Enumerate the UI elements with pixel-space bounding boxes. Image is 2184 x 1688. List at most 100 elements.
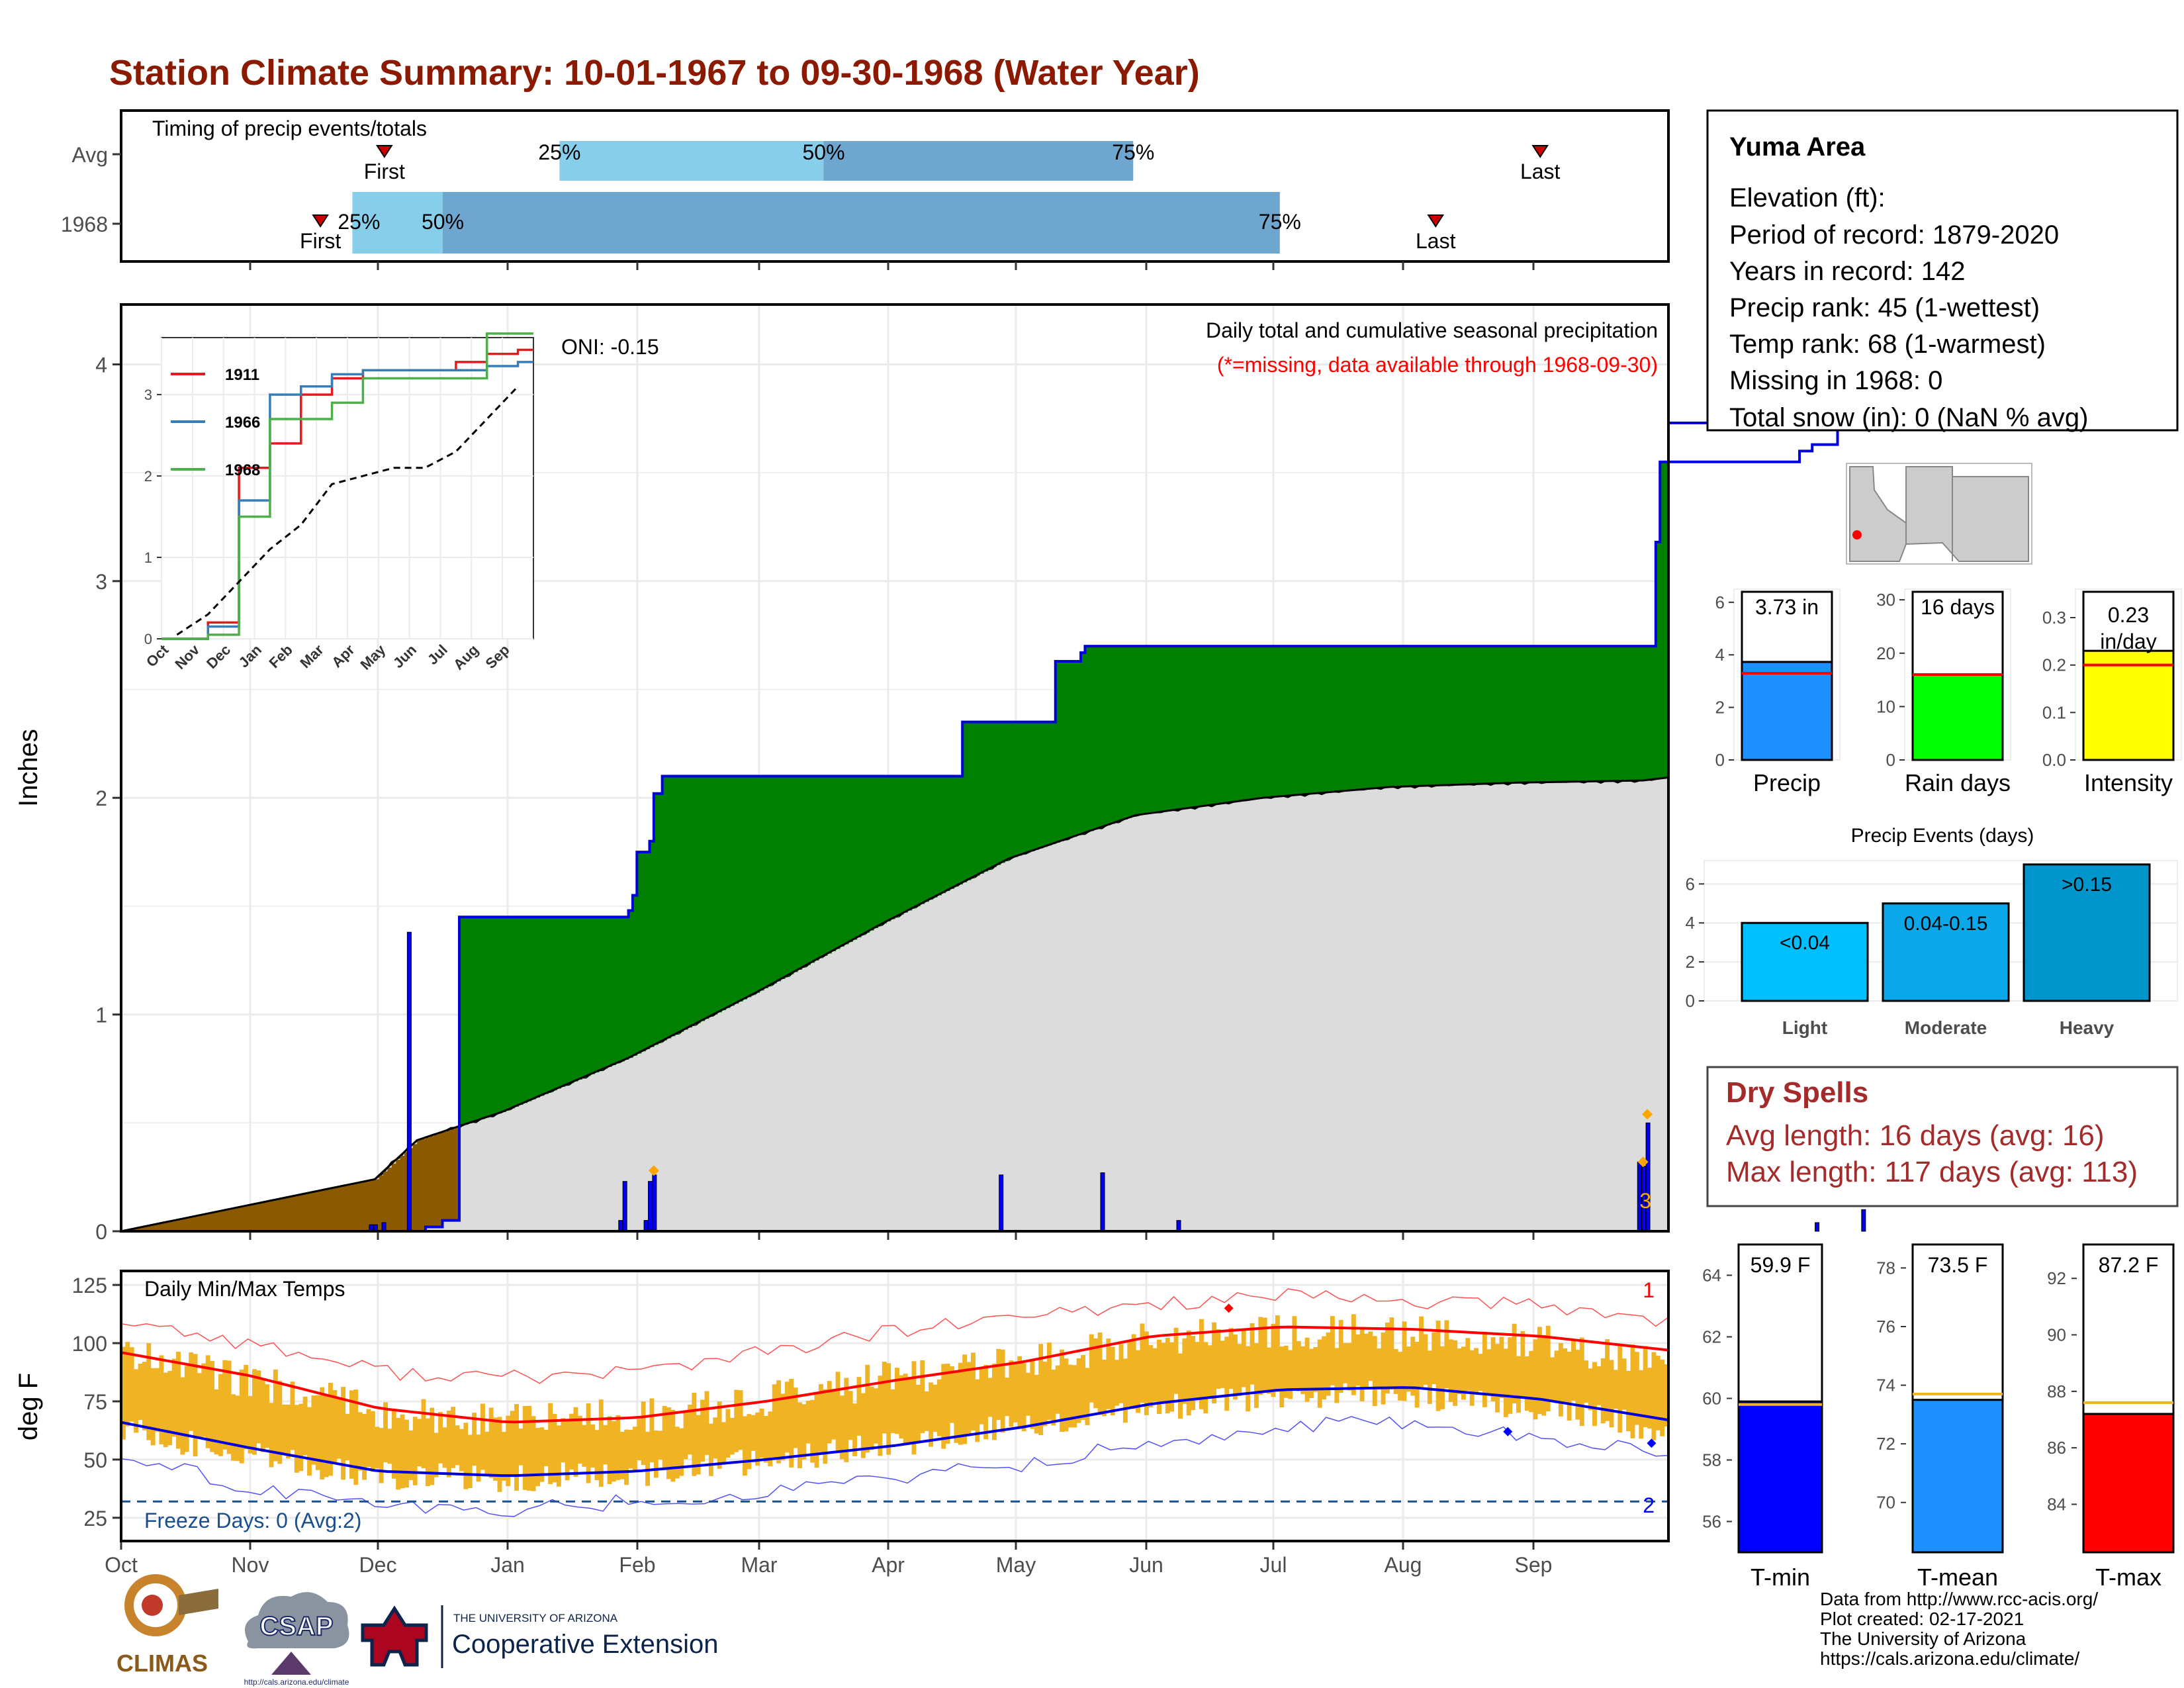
daily-temp-range-bar <box>882 1362 887 1434</box>
daily-temp-range-bar <box>565 1419 570 1481</box>
dry-spells-avg: Avg length: 16 days (avg: 16) <box>1726 1119 2105 1152</box>
daily-temp-range-bar <box>1474 1348 1479 1394</box>
cumulative-anomaly-fill <box>1097 646 1103 829</box>
daily-temp-range-bar <box>1326 1332 1331 1396</box>
cumulative-anomaly-fill <box>645 852 651 1049</box>
daily-temp-range-bar <box>619 1432 625 1479</box>
daily-temp-range-bar <box>1419 1316 1424 1387</box>
cumulative-anomaly-fill <box>666 776 672 1039</box>
cumulative-anomaly-fill <box>637 852 642 1054</box>
normal-cumulative-line <box>120 776 1669 1233</box>
cumulative-anomaly-fill <box>1457 646 1462 785</box>
daily-temp-range-bar <box>1182 1338 1187 1404</box>
cumulative-anomaly-fill <box>1017 722 1023 856</box>
daily-temp-range-bar <box>1613 1370 1618 1409</box>
daily-temp-range-bar <box>582 1425 587 1467</box>
cumulative-anomaly-fill <box>612 917 616 1066</box>
daily-temp-range-bar <box>1410 1336 1416 1396</box>
cumulative-anomaly-fill <box>1660 461 1665 778</box>
daily-temp-range-bar <box>1186 1330 1191 1416</box>
daily-temp-range-bar <box>121 1346 126 1440</box>
cumulative-anomaly-fill <box>1647 646 1653 780</box>
cumulative-anomaly-fill <box>446 1130 451 1221</box>
summary-y-tick-label: 10 <box>1876 696 1895 716</box>
temps-x-tick-label: Jun <box>1129 1553 1163 1577</box>
cumulative-anomaly-fill <box>1258 646 1263 799</box>
cumulative-anomaly-fill <box>425 1137 430 1227</box>
cumulative-anomaly-fill <box>150 1225 156 1231</box>
cumulative-anomaly-fill <box>890 776 895 919</box>
daily-temp-range-bar <box>286 1404 291 1459</box>
daily-temp-range-bar <box>1288 1350 1293 1399</box>
daily-temp-range-bar <box>1216 1329 1221 1389</box>
cumulative-anomaly-fill <box>768 776 773 986</box>
daily-temp-range-bar <box>970 1352 976 1430</box>
daily-temp-range-bar <box>1051 1370 1056 1426</box>
precip-subtitle: Daily total and cumulative seasonal prec… <box>1206 318 1658 342</box>
summary-y-tick-label: 0.1 <box>2042 702 2066 722</box>
cumulative-anomaly-fill <box>1085 646 1090 833</box>
cumulative-anomaly-fill <box>252 1204 257 1231</box>
cumulative-anomaly-fill <box>239 1207 244 1231</box>
events-y-tick-label: 0 <box>1686 991 1695 1011</box>
daily-temp-range-bar <box>1089 1334 1094 1403</box>
daily-temp-range-bar <box>852 1403 858 1456</box>
daily-temp-range-bar <box>1634 1352 1639 1425</box>
cumulative-anomaly-fill <box>882 776 887 924</box>
cumulative-anomaly-fill <box>527 917 532 1102</box>
climas-logo: CLIMAS <box>116 1574 218 1677</box>
cumulative-anomaly-fill <box>721 776 727 1011</box>
temps-x-tick-label: May <box>996 1553 1036 1577</box>
daily-temp-range-bar <box>142 1362 147 1430</box>
cumulative-anomaly-fill <box>1034 722 1039 850</box>
cumulative-anomaly-fill <box>218 1211 223 1231</box>
cumulative-anomaly-fill <box>1118 646 1124 821</box>
timing-row-label-avg: Avg <box>71 143 108 167</box>
daily-temp-range-bar <box>1292 1316 1297 1389</box>
daily-temp-range-bar <box>662 1405 667 1469</box>
daily-temp-range-bar <box>1435 1320 1441 1411</box>
daily-temp-range-bar <box>1351 1314 1356 1395</box>
cumulative-anomaly-fill <box>1220 646 1225 804</box>
daily-temp-range-bar <box>302 1396 308 1456</box>
cumulative-anomaly-fill <box>1089 646 1094 831</box>
temps-x-tick-label: Oct <box>105 1553 138 1577</box>
daily-temp-range-bar <box>1414 1342 1420 1408</box>
cumulative-anomaly-fill <box>146 1226 152 1231</box>
daily-temp-range-bar <box>1537 1327 1542 1415</box>
cumulative-anomaly-fill <box>780 776 786 979</box>
events-title: Precip Events (days) <box>1851 825 2034 847</box>
daily-temp-range-bar <box>1584 1360 1589 1403</box>
daily-temp-range-bar <box>945 1364 950 1444</box>
daily-temp-range-bar <box>1558 1342 1563 1417</box>
daily-temp-range-bar <box>1253 1343 1259 1408</box>
cumulative-anomaly-fill <box>1216 646 1221 804</box>
cumulative-anomaly-fill <box>1639 646 1644 781</box>
daily-temp-range-bar <box>336 1398 341 1459</box>
temperature-bars: 59.9 F 56 58 60 62 64 T-min 73.5 F 70 72 74 76 78 T-m… <box>1702 1243 2175 1591</box>
inset-y-tick-label: 2 <box>144 468 152 485</box>
cumulative-anomaly-fill <box>924 776 929 902</box>
cumulative-anomaly-fill <box>1465 646 1471 784</box>
daily-temp-range-bar <box>1093 1338 1099 1409</box>
daily-precip-bar <box>643 1220 649 1232</box>
cumulative-anomaly-fill <box>1609 646 1614 781</box>
cumulative-anomaly-fill <box>954 776 959 887</box>
cumulative-anomaly-fill <box>1165 646 1170 812</box>
cumulative-anomaly-fill <box>835 776 841 949</box>
daily-temp-range-bar <box>396 1418 401 1490</box>
daily-temp-range-bar <box>780 1393 786 1461</box>
daily-temp-range-bar <box>1021 1363 1026 1432</box>
cumulative-anomaly-fill <box>1334 646 1340 792</box>
temps-title: Daily Min/Max Temps <box>144 1277 345 1301</box>
precip-events-chart: Precip Events (days) <0.04 Light 0.04-0.15… <box>1686 825 2178 1038</box>
daily-temp-range-bar <box>345 1413 350 1461</box>
cumulative-anomaly-fill <box>349 1184 354 1231</box>
daily-temp-range-bar <box>1191 1336 1196 1411</box>
daily-temp-range-bar <box>1402 1321 1407 1401</box>
events-y-tick-label: 4 <box>1686 913 1695 933</box>
cumulative-anomaly-fill <box>1338 646 1343 792</box>
daily-temp-range-bar <box>1140 1323 1145 1403</box>
daily-temp-range-bar <box>1368 1331 1373 1382</box>
daily-temp-range-bar <box>975 1379 980 1442</box>
